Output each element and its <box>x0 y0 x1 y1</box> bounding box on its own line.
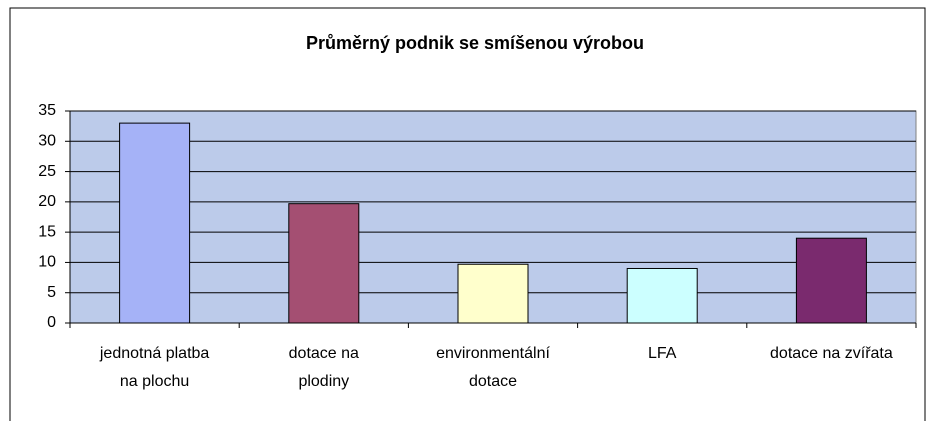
y-tick-label: 20 <box>38 193 56 210</box>
x-tick-label: dotace na plodiny <box>288 345 359 390</box>
y-tick-label: 25 <box>38 163 56 180</box>
y-tick-label: 15 <box>38 223 56 240</box>
bar <box>626 267 698 324</box>
y-tick-label: 30 <box>38 133 56 150</box>
bar <box>288 203 360 324</box>
x-tick-label: LFA <box>647 345 677 362</box>
chart-title: Průměrný podnik se smíšenou výrobou <box>306 33 644 53</box>
y-tick-label: 5 <box>47 284 56 301</box>
bar <box>795 237 867 324</box>
y-tick-label: 10 <box>38 254 56 271</box>
y-tick-label: 0 <box>47 314 56 331</box>
x-tick-label: jednotná platba na plochu <box>99 345 210 390</box>
bar <box>457 263 529 324</box>
y-tick-label: 35 <box>38 102 56 119</box>
bar <box>119 122 191 324</box>
x-tick-label: environmentální dotace <box>436 345 550 390</box>
x-tick-label: dotace na zvířata <box>770 345 893 362</box>
